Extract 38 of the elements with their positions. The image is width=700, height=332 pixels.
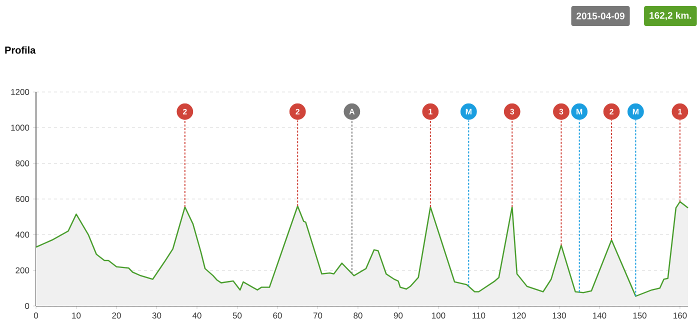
annotation: M [576, 108, 582, 114]
annotation: A [349, 108, 355, 114]
annotation: 1 [428, 108, 432, 114]
text: 162,2 km. [650, 12, 692, 20]
x-tick-label: 70 [313, 312, 322, 319]
annotation: 3 [510, 108, 514, 114]
x-tick-label: 100 [432, 312, 446, 319]
x-tick-label: 150 [633, 312, 646, 319]
y-tick-label: 0 [25, 302, 30, 310]
y-tick-label: 600 [16, 196, 30, 202]
annotation: 2 [296, 108, 300, 114]
y-tick-label: 1200 [11, 88, 30, 96]
annotation: 3 [559, 108, 564, 114]
x-tick-label: 50 [232, 312, 242, 319]
x-tick-label: 120 [512, 312, 526, 319]
y-tick-label: 1000 [11, 124, 30, 131]
y-tick-label: 800 [16, 160, 30, 166]
x-tick-label: 140 [593, 312, 606, 319]
x-tick-label: 60 [273, 312, 282, 319]
x-tick-label: 20 [112, 312, 121, 319]
x-tick-label: 130 [552, 312, 566, 319]
x-tick-label: 10 [72, 312, 81, 319]
x-tick-label: 160 [674, 312, 687, 319]
annotation: 2 [182, 108, 187, 114]
annotation: M [632, 108, 638, 114]
annotation: 2 [610, 108, 614, 114]
chart-title: Profila [5, 46, 36, 54]
x-tick-label: 0 [34, 312, 38, 319]
annotation: M [466, 108, 472, 114]
y-tick-label: 400 [15, 232, 30, 238]
annotation: 1 [678, 108, 682, 114]
y-tick-label: 200 [16, 267, 30, 274]
x-tick-label: 80 [354, 312, 362, 319]
x-tick-label: 40 [192, 312, 202, 319]
text: 2015-04-09 [576, 12, 624, 20]
x-tick-label: 110 [472, 312, 486, 319]
x-tick-label: 30 [152, 312, 162, 319]
x-tick-label: 90 [394, 312, 403, 319]
